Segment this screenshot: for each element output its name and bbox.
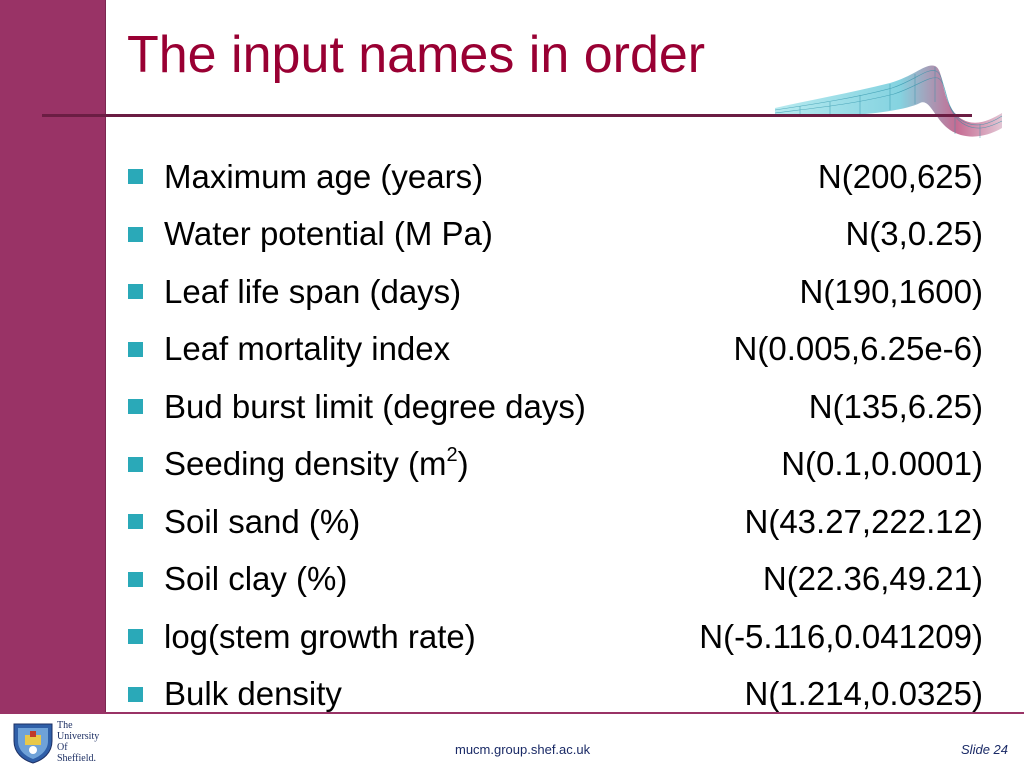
bullet-square-icon	[128, 456, 143, 472]
input-distribution: N(200,625)	[817, 157, 983, 195]
input-name: Soil sand (%)	[164, 502, 361, 540]
university-shield-icon	[13, 723, 53, 764]
bullet-square-icon	[128, 399, 143, 415]
list-item: Bud burst limit (degree days) N(135,6.25…	[128, 378, 983, 436]
input-distribution: N(22.36,49.21)	[762, 560, 983, 598]
bullet-square-icon	[128, 341, 143, 357]
input-name: Soil clay (%)	[164, 560, 348, 598]
bullet-square-icon	[128, 514, 143, 530]
logo-line: The	[57, 720, 73, 731]
input-name: Seeding density (m2)	[164, 445, 781, 483]
bullet-square-icon	[128, 686, 143, 702]
bullet-square-icon	[128, 226, 143, 242]
list-item: log(stem growth rate) N(-5.116,0.041209)	[128, 608, 983, 666]
input-distribution: N(0.005,6.25e-6)	[733, 330, 983, 368]
superscript-exponent: 2	[446, 444, 458, 467]
list-item: Soil clay (%) N(22.36,49.21)	[128, 551, 983, 609]
wave-mesh-graphic	[774, 65, 1003, 138]
input-distribution: N(135,6.25)	[808, 387, 983, 425]
list-item: Water potential (M Pa) N(3,0.25)	[128, 206, 983, 264]
bullet-square-icon	[128, 169, 143, 185]
slide-title: The input names in order	[127, 26, 706, 84]
logo-line: Sheffield.	[57, 753, 96, 764]
input-name: Leaf life span (days)	[164, 272, 462, 310]
input-distribution: N(-5.116,0.041209)	[699, 617, 983, 655]
list-item: Maximum age (years) N(200,625)	[128, 148, 983, 206]
list-item: Leaf mortality index N(0.005,6.25e-6)	[128, 321, 983, 379]
input-list: Maximum age (years) N(200,625) Water pot…	[128, 148, 983, 723]
logo-line: Of	[57, 742, 68, 753]
footer-divider	[0, 712, 1024, 714]
footer-url: mucm.group.shef.ac.uk	[455, 742, 591, 757]
input-name: log(stem growth rate)	[164, 617, 476, 655]
university-logo-text: The University Of Sheffield.	[57, 720, 99, 764]
input-name: Bulk density	[164, 675, 342, 713]
input-name-suffix: )	[457, 445, 469, 483]
input-name: Maximum age (years)	[164, 157, 484, 195]
input-distribution: N(0.1,0.0001)	[781, 445, 983, 483]
list-item: Bulk density N(1.214,0.0325)	[128, 666, 983, 724]
input-distribution: N(1.214,0.0325)	[744, 675, 984, 713]
input-name: Leaf mortality index	[164, 330, 451, 368]
slide-number: Slide 24	[961, 742, 1008, 757]
input-name: Water potential (M Pa)	[164, 215, 493, 253]
bullet-square-icon	[128, 571, 143, 587]
list-item: Leaf life span (days) N(190,1600)	[128, 263, 983, 321]
input-distribution: N(190,1600)	[799, 272, 983, 310]
bullet-square-icon	[128, 284, 143, 300]
logo-line: University	[57, 731, 100, 742]
input-distribution: N(3,0.25)	[845, 215, 983, 253]
input-distribution: N(43.27,222.12)	[744, 502, 984, 540]
list-item: Seeding density (m2) N(0.1,0.0001)	[128, 436, 983, 494]
bullet-square-icon	[128, 629, 143, 645]
left-sidebar-band	[0, 0, 106, 712]
input-name-text: Seeding density (m	[164, 445, 447, 483]
list-item: Soil sand (%) N(43.27,222.12)	[128, 493, 983, 551]
title-underline	[42, 114, 972, 117]
input-name: Bud burst limit (degree days)	[164, 387, 586, 425]
